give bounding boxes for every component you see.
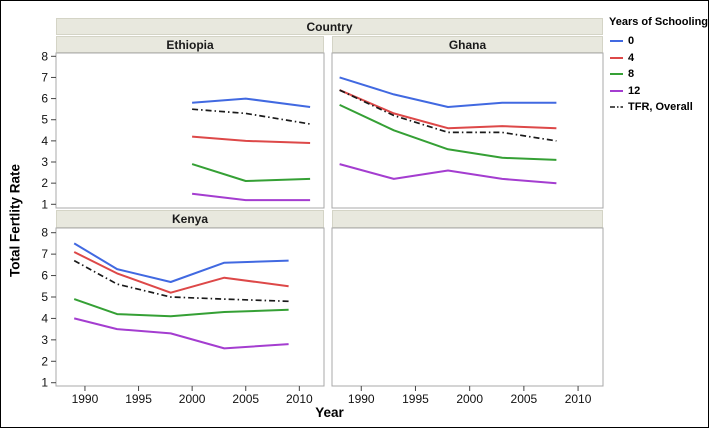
series-line-8 [73,298,289,318]
legend-item-label: 0 [628,35,635,48]
facet-strip-country: Country [56,18,603,35]
y-tick-label: 8 [41,226,48,240]
series-line-4 [192,135,311,144]
panel-border [331,52,604,209]
x-tick-label: 2000 [179,392,206,406]
series-line-0 [73,242,289,283]
panel-border [331,227,604,387]
legend-item-schooling-8: 8 [609,66,708,83]
facet-strip-ghana: Ghana [332,36,603,53]
series-line-tfr-overall [339,89,557,142]
series-line-0 [192,97,311,108]
y-tick-label: 8 [41,49,48,63]
legend-line-swatch-icon [610,40,623,43]
legend-item-label: 4 [628,51,635,64]
legend-line-swatch-icon [610,89,623,92]
x-axis-ticks: 1990 1995 2000 2005 2010 1990 1995 2000 2005 2010 [72,386,592,406]
facet-strip-ghana-label: Ghana [448,38,487,52]
series-line-0 [339,76,557,108]
series-line-8 [191,163,311,182]
x-tick-label: 2005 [232,392,259,406]
series-line-4 [339,89,557,130]
x-tick-label: 2000 [456,392,483,406]
y-tick-label: 3 [41,333,48,347]
x-tick-label: 1990 [348,392,375,406]
panel-kenya-series [73,242,289,350]
series-line-tfr-overall [192,108,311,125]
legend-dashdot-swatch-icon [610,106,623,109]
legend-item-label: TFR, Overall [628,101,693,114]
y-tick-label: 5 [41,113,48,127]
y-tick-label: 2 [41,354,48,368]
x-tick-label: 2010 [286,392,313,406]
x-tick-label: 1990 [72,392,99,406]
facet-strip-country-label: Country [306,20,353,34]
y-axis-title: Total Fertlity Rate [7,163,23,278]
panel-border [55,52,325,209]
facet-strip-ethiopia-label: Ethiopia [166,38,214,52]
facet-strip-ethiopia: Ethiopia [56,36,324,53]
series-line-tfr-overall [73,259,289,303]
legend-item-label: 12 [628,84,641,97]
series-line-4 [73,251,289,294]
legend-title: Years of Schooling [609,16,709,28]
panel-border [55,227,325,387]
legend-line-swatch-icon [610,73,623,76]
y-tick-label: 1 [41,376,48,390]
y-tick-label: 4 [41,311,48,325]
y-tick-label: 5 [41,290,48,304]
legend-item-schooling-12: 12 [609,83,708,100]
y-tick-label: 7 [41,247,48,261]
series-line-12 [191,192,311,202]
y-tick-label: 6 [41,92,48,106]
legend-item-schooling-4: 4 [609,50,708,67]
y-tick-label: 2 [41,176,48,190]
series-line-12 [339,163,557,185]
x-tick-label: 1995 [402,392,429,406]
panel-borders [55,52,604,387]
legend-item-tfr-overall: TFR, Overall [609,99,708,116]
y-tick-label: 1 [41,197,48,211]
legend-line-swatch-icon [610,56,623,59]
series-line-8 [339,103,557,161]
x-tick-label: 1995 [125,392,152,406]
y-tick-label: 6 [41,269,48,283]
x-tick-label: 2010 [565,392,592,406]
panel-ethiopia-series [191,97,311,202]
y-axis-ticks: 1 2 3 4 5 6 7 8 1 2 3 4 5 6 7 8 [41,49,56,390]
x-tick-label: 2005 [511,392,538,406]
x-axis-title: Year [315,405,344,420]
facet-strip-kenya-label: Kenya [171,212,209,226]
y-tick-label: 3 [41,155,48,169]
y-tick-label: 7 [41,70,48,84]
series-line-12 [73,317,289,350]
legend-item-label: 8 [628,68,635,81]
legend-item-schooling-0: 0 [609,33,708,50]
legend: Years of Schooling 0 4 8 12 TFR, Overall [609,16,708,116]
panel-ghana-series [339,76,557,185]
y-tick-label: 4 [41,134,48,148]
